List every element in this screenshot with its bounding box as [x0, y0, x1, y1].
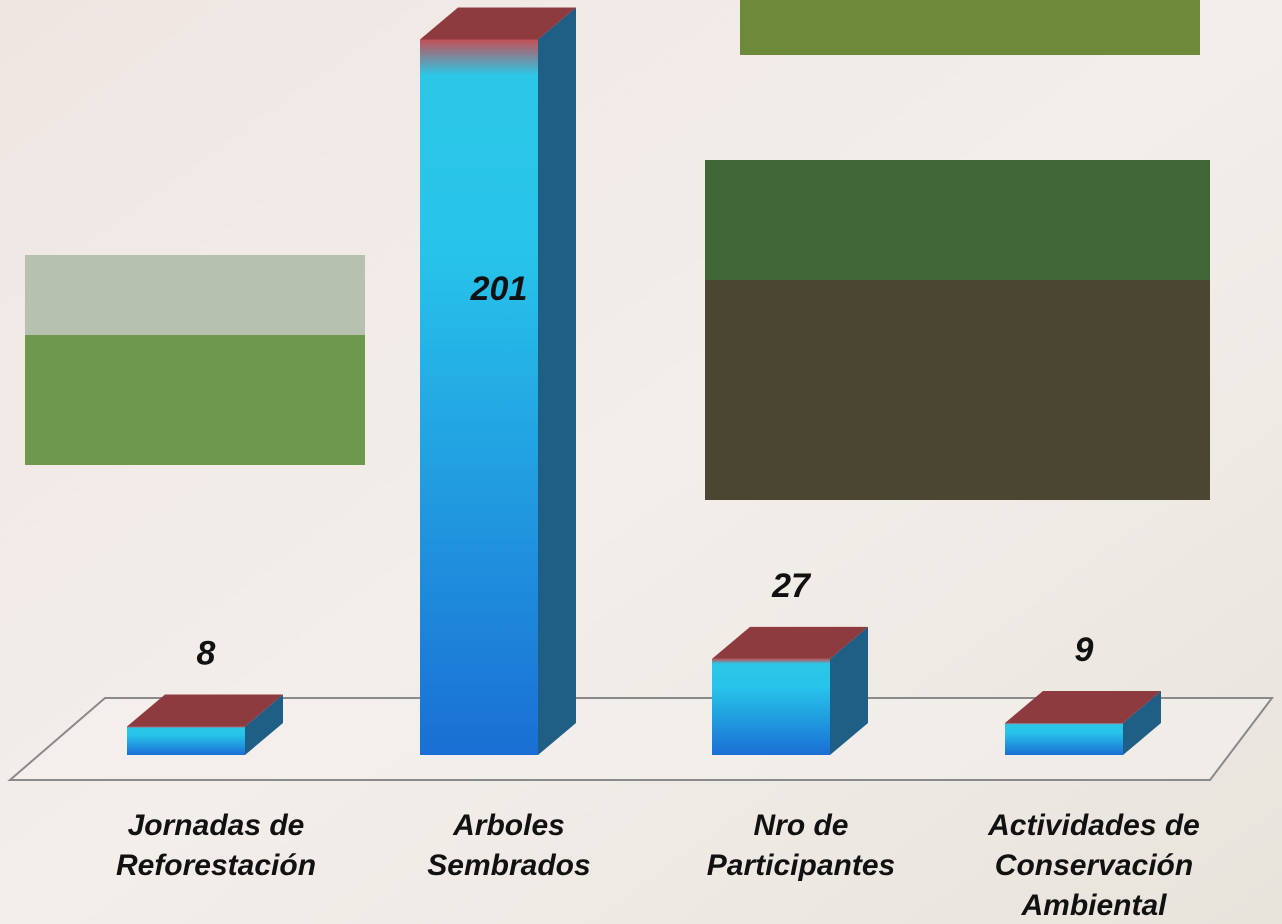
bar-front	[1005, 723, 1123, 755]
bar	[712, 627, 868, 755]
chart: 8Jornadas deReforestación201ArbolesSembr…	[0, 0, 1282, 924]
value-label: 8	[197, 635, 216, 673]
value-label: 27	[771, 567, 812, 605]
photo-nursery-top	[25, 255, 365, 335]
photo-top	[740, 0, 1200, 55]
value-label: 201	[470, 270, 528, 308]
bar-front	[712, 659, 830, 755]
bar	[420, 7, 576, 755]
bar-front	[127, 727, 245, 755]
bar-side	[538, 7, 576, 755]
photo-planting-top	[705, 160, 1210, 280]
value-label: 9	[1075, 631, 1094, 669]
bar-front	[420, 39, 538, 755]
